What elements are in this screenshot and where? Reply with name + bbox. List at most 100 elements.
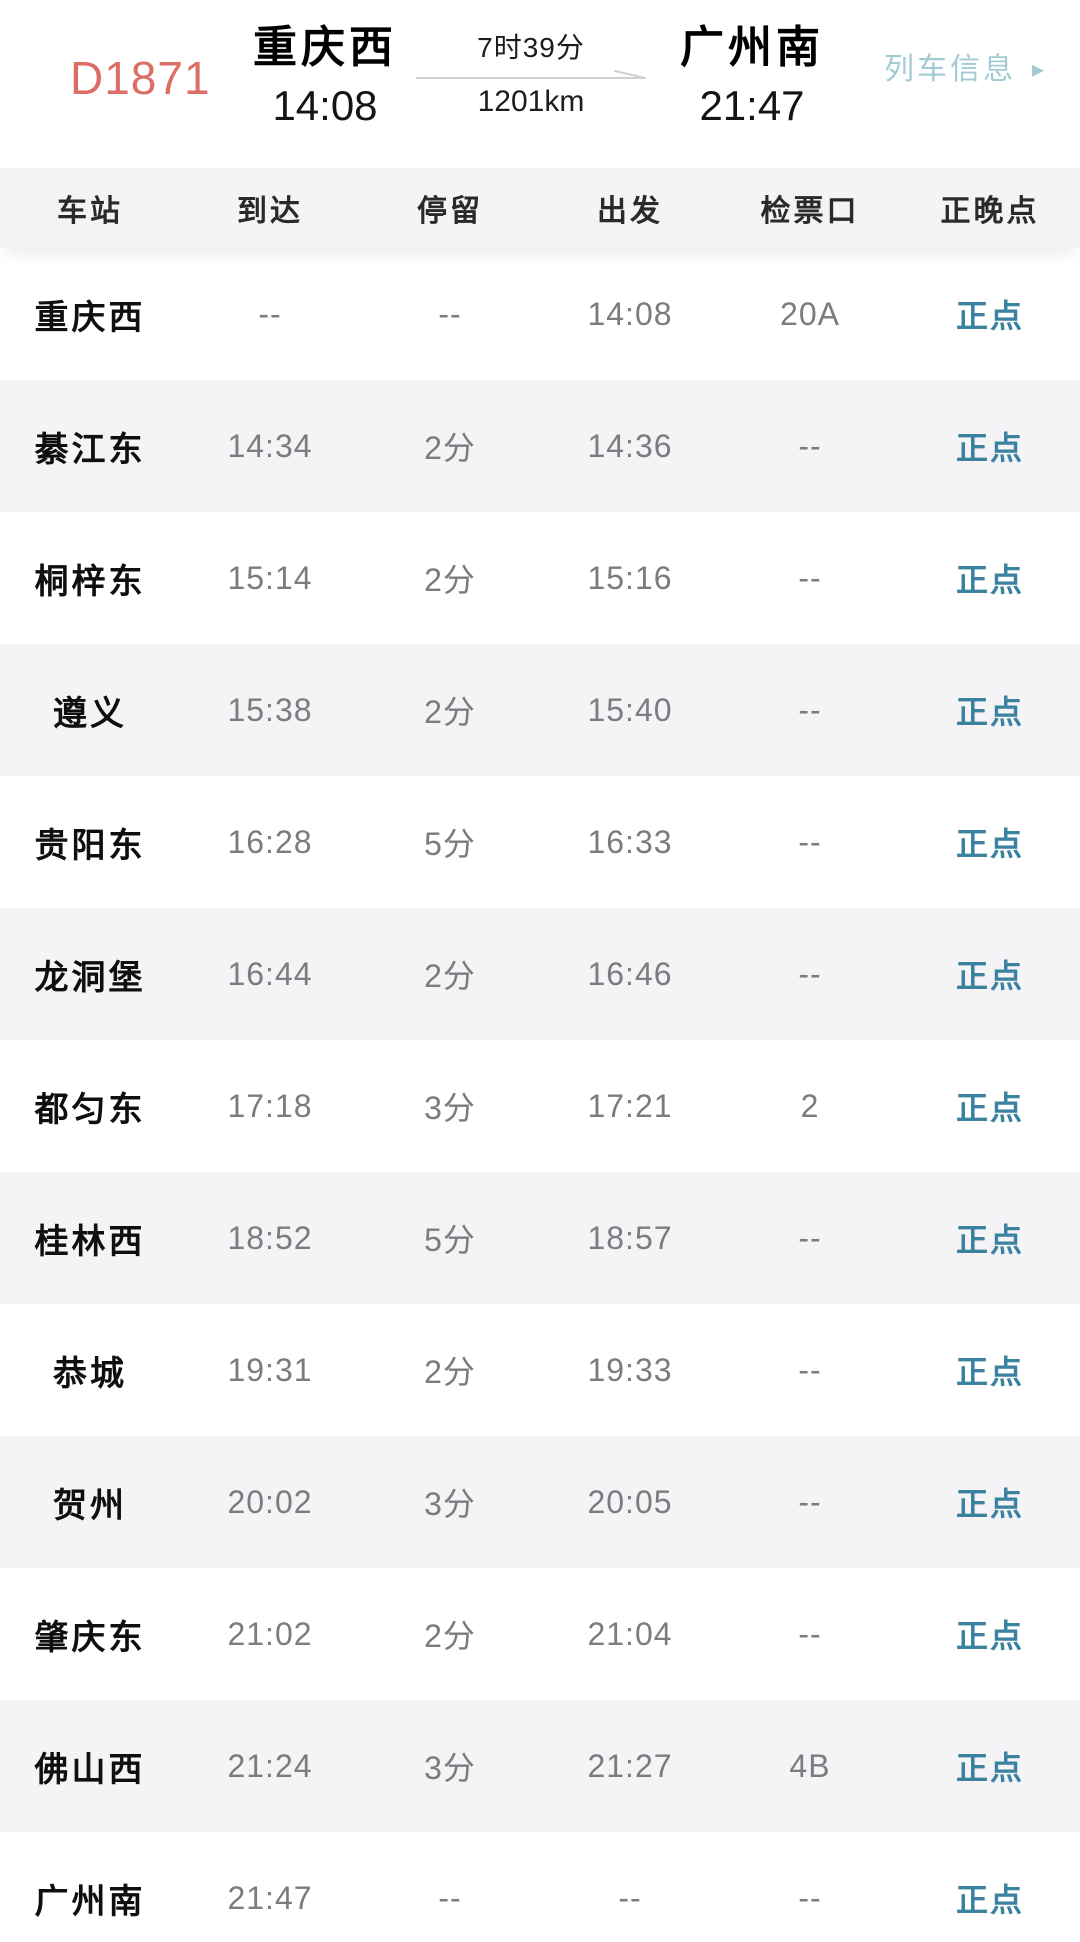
ticket-gate-cell: -- [798,823,822,860]
journey-summary: 7时39分 1201km [406,30,656,120]
table-row: 贵阳东 16:28 5分 16:33 -- 正点 [0,776,1080,908]
departure-block: 重庆西 14:08 [253,22,397,130]
stop-duration-cell: 5分 [424,1222,476,1258]
departure-time-cell: -- [618,1879,642,1916]
arrival-time-cell: 15:38 [227,691,313,728]
departure-time-cell: 20:05 [587,1483,673,1520]
route-arrow-line [416,70,646,79]
chevron-right-icon: ▸ [1031,56,1044,83]
table-row: 恭城 19:31 2分 19:33 -- 正点 [0,1304,1080,1436]
arrival-station: 广州南 [680,23,824,72]
column-header-gate: 检票口 [760,195,860,228]
stop-duration-cell: -- [438,295,462,332]
ticket-gate-cell: 20A [780,295,840,332]
punctuality-status-cell: 正点 [955,562,1024,598]
table-row: 都匀东 17:18 3分 17:21 2 正点 [0,1040,1080,1172]
stop-duration-cell: 2分 [424,1354,476,1390]
departure-time: 14:08 [272,82,378,129]
punctuality-status-cell: 正点 [955,1882,1024,1918]
punctuality-status-cell: 正点 [955,694,1024,730]
arrival-block: 广州南 21:47 [680,22,824,130]
journey-distance: 1201km [477,85,585,118]
ticket-gate-cell: -- [798,1219,822,1256]
arrival-time-cell: 17:18 [227,1087,313,1124]
departure-time-cell: 14:36 [587,427,673,464]
table-row: 綦江东 14:34 2分 14:36 -- 正点 [0,380,1080,512]
train-number: D1871 [70,52,211,104]
table-row: 桐梓东 15:14 2分 15:16 -- 正点 [0,512,1080,644]
train-header: D1871 重庆西 14:08 7时39分 1201km 广州南 21:47 列… [0,0,1080,168]
timetable-body: 重庆西 -- -- 14:08 20A 正点 綦江东 14:34 2分 14:3… [0,248,1080,1942]
departure-time-cell: 15:16 [587,559,673,596]
arrival-time-cell: 16:44 [227,955,313,992]
table-row: 龙洞堡 16:44 2分 16:46 -- 正点 [0,908,1080,1040]
stop-duration-cell: 3分 [424,1750,476,1786]
departure-time-cell: 18:57 [587,1219,673,1256]
column-header-departure: 出发 [597,195,663,228]
stop-duration-cell: 2分 [424,430,476,466]
departure-time-cell: 16:33 [587,823,673,860]
table-row: 桂林西 18:52 5分 18:57 -- 正点 [0,1172,1080,1304]
punctuality-status-cell: 正点 [955,1618,1024,1654]
stop-duration-cell: 2分 [424,1618,476,1654]
ticket-gate-cell: -- [798,1879,822,1916]
arrival-time-cell: 15:14 [227,559,313,596]
train-info-link[interactable]: 列车信息 ▸ [884,52,1044,88]
station-name-cell: 贺州 [53,1486,127,1525]
table-row: 佛山西 21:24 3分 21:27 4B 正点 [0,1700,1080,1832]
table-row: 广州南 21:47 -- -- -- 正点 [0,1832,1080,1942]
table-row: 重庆西 -- -- 14:08 20A 正点 [0,248,1080,380]
ticket-gate-cell: -- [798,1615,822,1652]
ticket-gate-cell: -- [798,1351,822,1388]
column-header-arrival: 到达 [237,195,303,228]
punctuality-status-cell: 正点 [955,1486,1024,1522]
departure-time-cell: 21:04 [587,1615,673,1652]
punctuality-status-cell: 正点 [955,298,1024,334]
arrival-time-cell: 16:28 [227,823,313,860]
ticket-gate-cell: -- [798,559,822,596]
station-name-cell: 桐梓东 [34,562,146,601]
arrival-time-cell: 21:47 [227,1879,313,1916]
punctuality-status-cell: 正点 [955,826,1024,862]
ticket-gate-cell: 4B [789,1747,831,1784]
departure-time-cell: 16:46 [587,955,673,992]
ticket-gate-cell: -- [798,427,822,464]
table-row: 遵义 15:38 2分 15:40 -- 正点 [0,644,1080,776]
departure-time-cell: 19:33 [587,1351,673,1388]
column-header-stop: 停留 [417,195,483,228]
arrival-time-cell: 19:31 [227,1351,313,1388]
punctuality-status-cell: 正点 [955,958,1024,994]
stop-duration-cell: -- [438,1879,462,1916]
timetable-header-row: 车站 到达 停留 出发 检票口 正晚点 [0,168,1080,248]
station-name-cell: 贵阳东 [34,826,146,865]
station-name-cell: 肇庆东 [34,1618,146,1657]
station-name-cell: 龙洞堡 [34,958,146,997]
table-row: 贺州 20:02 3分 20:05 -- 正点 [0,1436,1080,1568]
departure-time-cell: 17:21 [587,1087,673,1124]
station-name-cell: 遵义 [53,694,127,733]
stop-duration-cell: 2分 [424,958,476,994]
stop-duration-cell: 3分 [424,1486,476,1522]
station-name-cell: 都匀东 [34,1090,146,1129]
arrival-time-cell: 14:34 [227,427,313,464]
ticket-gate-cell: 2 [800,1087,820,1124]
punctuality-status-cell: 正点 [955,1750,1024,1786]
station-name-cell: 綦江东 [34,430,146,469]
column-header-punctuality: 正晚点 [940,195,1040,228]
station-name-cell: 广州南 [34,1882,146,1921]
departure-time-cell: 14:08 [587,295,673,332]
ticket-gate-cell: -- [798,1483,822,1520]
train-info-label: 列车信息 [883,53,1016,86]
arrival-time-cell: 20:02 [227,1483,313,1520]
departure-time-cell: 21:27 [587,1747,673,1784]
station-name-cell: 恭城 [53,1354,127,1393]
punctuality-status-cell: 正点 [955,1354,1024,1390]
station-name-cell: 佛山西 [34,1750,146,1789]
departure-station: 重庆西 [253,23,397,72]
departure-time-cell: 15:40 [587,691,673,728]
station-name-cell: 重庆西 [34,298,146,337]
punctuality-status-cell: 正点 [955,430,1024,466]
punctuality-status-cell: 正点 [955,1222,1024,1258]
arrival-time-cell: 21:02 [227,1615,313,1652]
